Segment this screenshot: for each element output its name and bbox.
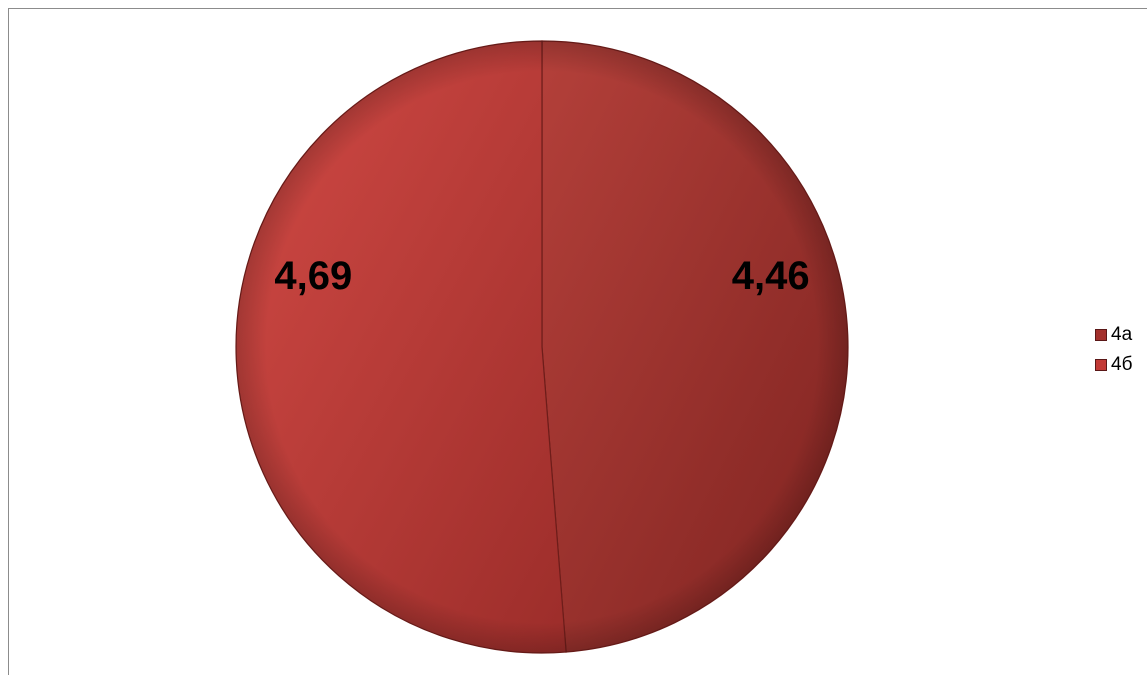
chart-area: 4,46 4,69 4а 4б: [8, 8, 1147, 675]
pie-slice-4a: [541, 40, 849, 653]
data-label-4b: 4,69: [274, 254, 352, 298]
legend-swatch-4b: [1095, 359, 1107, 371]
pie-chart: 4,46 4,69: [235, 40, 849, 654]
legend-item-4a: 4а: [1095, 322, 1132, 348]
legend-label-4b: 4б: [1111, 354, 1133, 375]
data-label-4a: 4,46: [732, 254, 810, 298]
legend: 4а 4б: [1095, 322, 1132, 382]
pie-slice-4b: [235, 40, 567, 654]
legend-swatch-4a: [1095, 329, 1107, 341]
legend-label-4a: 4а: [1111, 324, 1133, 345]
legend-item-4b: 4б: [1095, 352, 1132, 378]
